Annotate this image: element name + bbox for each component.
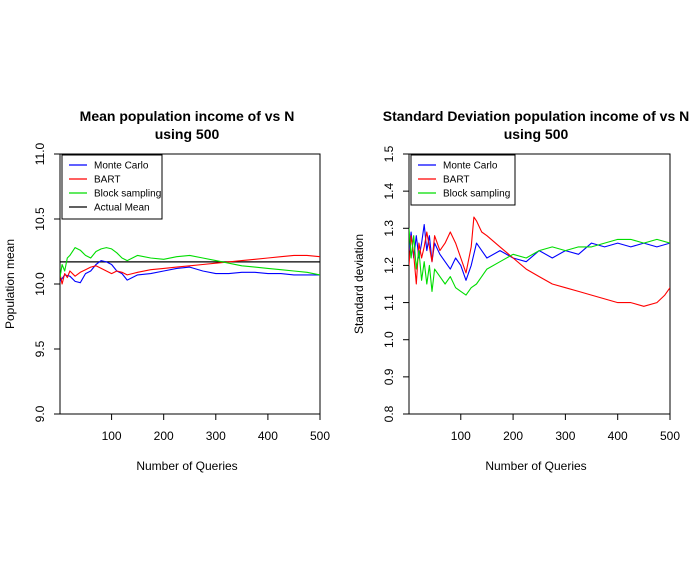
chart-2-y-tick-label: 1.3 <box>382 220 396 237</box>
chart-2-x-tick-label: 300 <box>555 429 575 443</box>
chart-1-y-tick-label: 10.5 <box>33 207 47 231</box>
chart-2-y-tick-label: 0.8 <box>382 405 396 422</box>
chart-1-x-tick-label: 300 <box>206 429 226 443</box>
chart-1-x-tick-label: 100 <box>102 429 122 443</box>
chart-1-series-bart-line <box>60 254 320 285</box>
chart-2-legend-label-block-sampling: Block sampling <box>443 189 510 200</box>
chart-2-series-monte-carlo-line <box>409 224 670 281</box>
chart-1-y-tick-label: 9.0 <box>33 405 47 422</box>
chart-1-y-axis-label: Population mean <box>3 239 17 329</box>
chart-1-legend-label-actual-mean: Actual Mean <box>94 203 150 214</box>
chart-2-series-block-sampling-line <box>409 228 670 296</box>
chart-1-title-line-1: Mean population income of vs N <box>80 108 295 124</box>
chart-2-y-tick-label: 1.0 <box>382 331 396 348</box>
chart-1-title-line-2: using 500 <box>155 126 220 142</box>
chart-2-y-tick-label: 1.5 <box>382 145 396 162</box>
chart-2-y-axis-label: Standard deviation <box>352 234 366 334</box>
chart-2-title-line-2: using 500 <box>504 126 569 142</box>
chart-2-x-tick-label: 100 <box>451 429 471 443</box>
chart-1-legend-label-monte-carlo: Monte Carlo <box>94 161 149 172</box>
chart-1-y-tick-label: 9.5 <box>33 340 47 357</box>
chart-2-y-tick-label: 1.1 <box>382 294 396 311</box>
chart-1-y-tick-label: 11.0 <box>33 142 47 165</box>
chart-2-legend-box <box>410 154 516 206</box>
chart-2-series-bart-line <box>409 216 670 307</box>
chart-1-legend-label-bart: BART <box>94 175 121 186</box>
chart-2-x-tick-label: 400 <box>608 429 628 443</box>
chart-2-legend-label-bart: BART <box>443 175 470 186</box>
chart-2-legend-label-monte-carlo: Monte Carlo <box>443 161 498 172</box>
chart-1-legend-label-block-sampling: Block sampling <box>94 189 161 200</box>
chart-1-x-tick-label: 200 <box>154 429 174 443</box>
chart-2-title-line-1: Standard Deviation population income of … <box>383 108 689 124</box>
chart-2-x-tick-label: 500 <box>660 429 680 443</box>
chart-1-x-tick-label: 500 <box>310 429 330 443</box>
chart-2-y-tick-label: 0.9 <box>382 368 396 385</box>
chart-2-x-tick-label: 200 <box>503 429 523 443</box>
chart-2-plot-frame <box>408 153 671 415</box>
chart-1-legend-box <box>61 154 163 220</box>
chart-1-series-block-sampling-line <box>60 247 320 278</box>
chart-1-x-axis-label: Number of Queries <box>136 459 237 473</box>
chart-1-y-tick-label: 10.0 <box>33 272 47 296</box>
chart-2-x-axis-label: Number of Queries <box>485 459 586 473</box>
chart-2-y-tick-label: 1.2 <box>382 257 396 274</box>
chart-1-series-monte-carlo-line <box>60 260 320 284</box>
chart-2-y-tick-label: 1.4 <box>382 182 396 199</box>
chart-1-x-tick-label: 400 <box>258 429 278 443</box>
